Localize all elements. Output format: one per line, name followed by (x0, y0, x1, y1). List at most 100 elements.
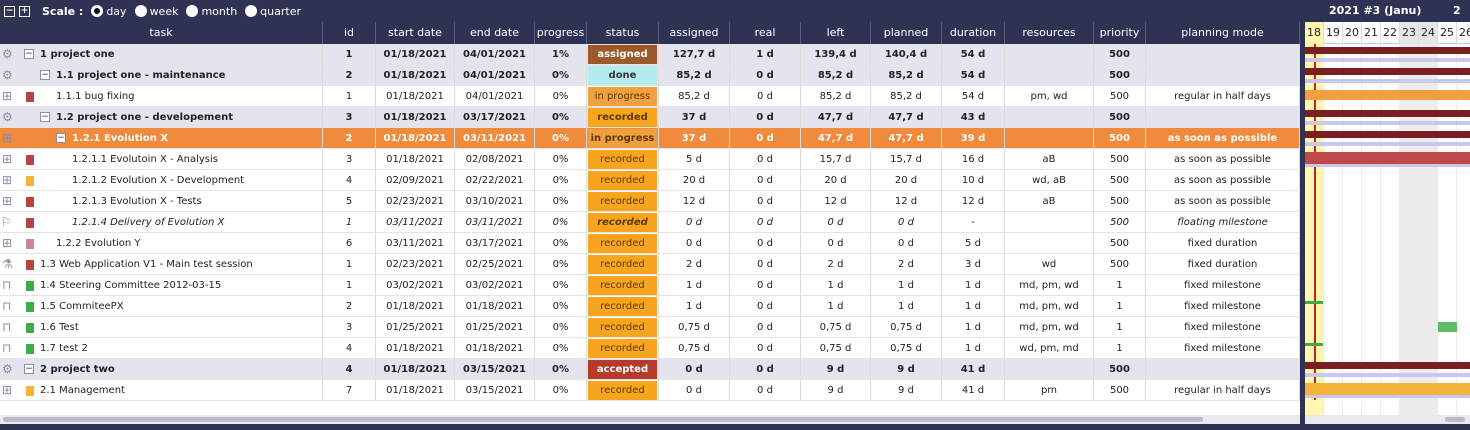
task-name[interactable]: 1.2.2 Evolution Y (56, 238, 141, 249)
column-header-start-date[interactable]: start date (376, 22, 455, 44)
table-row[interactable]: ⚗ 1.3 Web Application V1 - Main test sess… (0, 254, 1300, 275)
gantt-bar[interactable] (1305, 90, 1470, 100)
gear-icon[interactable]: ⚙ (2, 47, 13, 61)
color-chip (26, 155, 34, 165)
scale-quarter-radio[interactable]: quarter (245, 5, 301, 18)
radio-icon[interactable] (186, 5, 199, 17)
table-row[interactable]: ⊞ 2.1 Management 7 01/18/2021 03/15/2021 0% re… (0, 380, 1300, 401)
table-row[interactable]: ⚙ −1 project one 1 01/18/2021 04/01/2021 1% as… (0, 44, 1300, 65)
hierarchy-icon[interactable]: ⊞ (2, 173, 13, 187)
gantt-bar[interactable] (1305, 301, 1323, 304)
task-name[interactable]: 1.6 Test (40, 322, 79, 333)
radio-icon[interactable] (91, 5, 104, 17)
collapse-toggle-icon[interactable]: − (40, 70, 50, 80)
column-header-status[interactable]: status (587, 22, 659, 44)
task-name[interactable]: 1.4 Steering Committee 2012-03-15 (40, 280, 222, 291)
gantt-bar[interactable] (1305, 152, 1470, 164)
table-row[interactable]: ⚙ −1.1 project one - maintenance 2 01/18/20… (0, 65, 1300, 86)
scrollbar-thumb[interactable] (3, 417, 1203, 422)
hierarchy-icon[interactable]: ⊞ (2, 194, 13, 208)
gear-icon[interactable]: ⚙ (2, 110, 13, 124)
hierarchy-icon[interactable]: ⊞ (2, 383, 13, 397)
meeting-icon[interactable]: ⊓ (2, 278, 12, 292)
task-name[interactable]: 1 project one (40, 49, 115, 60)
hierarchy-icon[interactable]: ⊞ (2, 152, 13, 166)
table-row[interactable]: ⊓ 1.4 Steering Committee 2012-03-15 1 03/02… (0, 275, 1300, 296)
collapse-toggle-icon[interactable]: − (40, 112, 50, 122)
task-name[interactable]: 1.7 test 2 (40, 343, 88, 354)
column-header-priority[interactable]: priority (1094, 22, 1146, 44)
gantt-bar[interactable] (1305, 68, 1470, 75)
gantt-scrollbar[interactable] (1305, 415, 1470, 424)
progress-cell: 0% (535, 338, 587, 359)
scale-week-radio[interactable]: week (134, 5, 178, 18)
flask-icon[interactable]: ⚗ (2, 257, 13, 271)
column-header-duration[interactable]: duration (942, 22, 1005, 44)
table-row[interactable]: ⊞ 1.2.2 Evolution Y 6 03/11/2021 03/17/2021 0… (0, 233, 1300, 254)
task-name[interactable]: 1.3 Web Application V1 - Main test sessi… (40, 259, 253, 270)
column-header-left[interactable]: left (801, 22, 871, 44)
table-row[interactable]: ⊞ 1.2.1.3 Evolution X - Tests 5 02/23/2021 0… (0, 191, 1300, 212)
meeting-icon[interactable]: ⊓ (2, 341, 12, 355)
collapse-toggle-icon[interactable]: − (24, 49, 34, 59)
radio-icon[interactable] (134, 5, 147, 17)
task-name[interactable]: 1.2.1.1 Evolutoin X - Analysis (72, 154, 218, 165)
task-name[interactable]: 1.1.1 bug fixing (56, 91, 135, 102)
table-row[interactable]: ⚙ −1.2 project one - developement 3 01/18/2… (0, 107, 1300, 128)
table-row[interactable]: ⊓ 1.7 test 2 4 01/18/2021 01/18/2021 0% record… (0, 338, 1300, 359)
column-header-progress[interactable]: progress (535, 22, 587, 44)
hierarchy-icon[interactable]: ⊞ (2, 131, 13, 145)
task-name[interactable]: 1.2.1.3 Evolution X - Tests (72, 196, 202, 207)
meeting-icon[interactable]: ⊓ (2, 299, 12, 313)
gantt-bar[interactable] (1305, 47, 1470, 54)
task-name[interactable]: 2.1 Management (40, 385, 125, 396)
table-row[interactable]: ⚙ −2 project two 4 01/18/2021 03/15/2021 0% ac… (0, 359, 1300, 380)
column-header-end-date[interactable]: end date (455, 22, 535, 44)
radio-icon[interactable] (245, 5, 258, 17)
table-row[interactable]: ⊞ 1.1.1 bug fixing 1 01/18/2021 04/01/2021 0%… (0, 86, 1300, 107)
column-header-planned[interactable]: planned (871, 22, 942, 44)
column-header-resources[interactable]: resources (1005, 22, 1094, 44)
collapse-toggle-icon[interactable]: − (24, 364, 34, 374)
splitter[interactable] (1300, 0, 1305, 430)
planned-cell: 140,4 d (871, 44, 942, 65)
column-header-assigned[interactable]: assigned (659, 22, 730, 44)
meeting-icon[interactable]: ⊓ (2, 320, 12, 334)
gear-icon[interactable]: ⚙ (2, 68, 13, 82)
table-row[interactable]: ⊓ 1.6 Test 3 01/25/2021 01/25/2021 0% recorded… (0, 317, 1300, 338)
gantt-bar[interactable] (1305, 362, 1470, 369)
task-name[interactable]: 1.2.1 Evolution X (72, 133, 169, 144)
flag-icon[interactable]: ⚐ (2, 215, 11, 229)
hierarchy-icon[interactable]: ⊞ (2, 89, 13, 103)
hierarchy-icon[interactable]: ⊞ (2, 236, 13, 250)
collapse-toggle-icon[interactable]: − (56, 133, 66, 143)
column-header-real[interactable]: real (730, 22, 801, 44)
table-row[interactable]: ⚐ 1.2.1.4 Delivery of Evolution X 1 03/11/2… (0, 212, 1300, 233)
gantt-bar[interactable] (1305, 343, 1323, 346)
scale-day-radio[interactable]: day (91, 5, 127, 18)
scale-month-radio[interactable]: month (186, 5, 237, 18)
expand-all-icon[interactable]: + (19, 5, 30, 17)
table-row[interactable]: ⊓ 1.5 CommiteePX 2 01/18/2021 01/18/2021 0% re… (0, 296, 1300, 317)
task-name[interactable]: 1.2.1.2 Evolution X - Development (72, 175, 245, 186)
column-header-task[interactable]: task (0, 22, 323, 44)
task-name[interactable]: 2 project two (40, 364, 115, 375)
table-row[interactable]: ⊞ 1.2.1.1 Evolutoin X - Analysis 3 01/18/20… (0, 149, 1300, 170)
task-name[interactable]: 1.5 CommiteePX (40, 301, 124, 312)
gantt-bar[interactable] (1305, 131, 1470, 138)
task-name[interactable]: 1.2 project one - developement (56, 112, 234, 123)
column-header-id[interactable]: id (323, 22, 376, 44)
start-cell: 01/18/2021 (376, 128, 455, 149)
column-header-planning-mode[interactable]: planning mode (1146, 22, 1300, 44)
gantt-bar[interactable] (1438, 322, 1457, 332)
task-name[interactable]: 1.2.1.4 Delivery of Evolution X (72, 217, 225, 228)
table-scrollbar[interactable] (0, 415, 1300, 424)
table-row[interactable]: ⊞ 1.2.1.2 Evolution X - Development 4 02/09… (0, 170, 1300, 191)
gantt-bar[interactable] (1305, 383, 1470, 395)
collapse-all-icon[interactable]: − (4, 5, 15, 17)
scrollbar-thumb[interactable] (1445, 417, 1465, 422)
task-name[interactable]: 1.1 project one - maintenance (56, 70, 226, 81)
table-row[interactable]: ⊞ −1.2.1 Evolution X 2 01/18/2021 03/11/2021… (0, 128, 1300, 149)
gear-icon[interactable]: ⚙ (2, 362, 13, 376)
gantt-bar[interactable] (1305, 110, 1470, 117)
